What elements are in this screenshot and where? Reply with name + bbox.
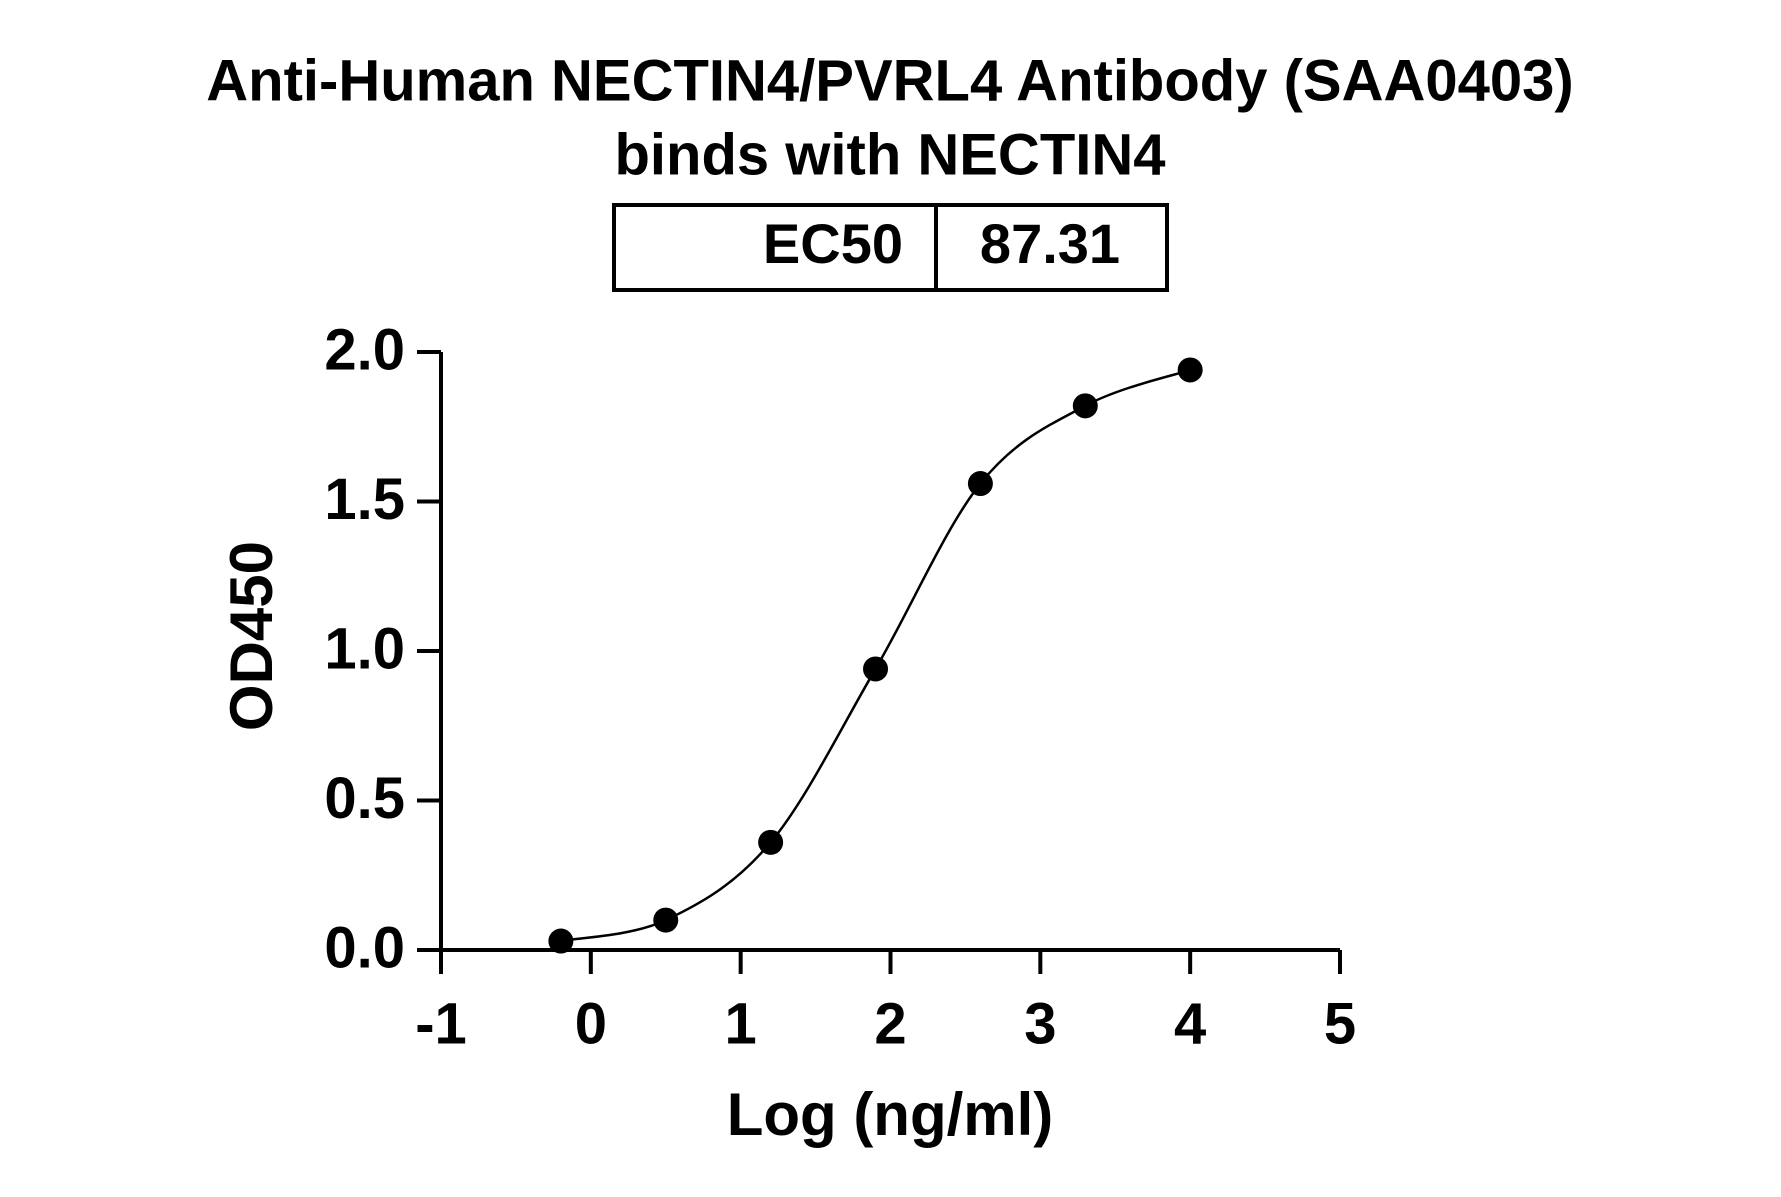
x-tick-label: 1: [725, 991, 757, 1056]
x-axis-label: Log (ng/ml): [727, 1081, 1054, 1148]
data-point: [1072, 393, 1098, 419]
data-point: [653, 907, 679, 933]
data-point: [548, 928, 574, 954]
data-point: [967, 471, 993, 497]
y-tick-label: 0.0: [324, 915, 405, 980]
ec50-box: [612, 203, 1169, 292]
y-tick-label: 2.0: [324, 317, 405, 382]
chart-title: binds with NECTIN4: [615, 122, 1166, 187]
data-point: [1177, 357, 1203, 383]
fit-curve: [560, 368, 1191, 943]
x-tick-label: 2: [874, 991, 906, 1056]
y-axis-label: OD450: [218, 541, 285, 731]
x-tick-label: 4: [1174, 991, 1206, 1056]
x-tick-label: 5: [1324, 991, 1356, 1056]
ec50-value: 87.31: [980, 212, 1120, 275]
data-point: [758, 829, 784, 855]
x-tick-label: -1: [415, 991, 467, 1056]
ec50-label: EC50: [763, 212, 903, 275]
x-tick-label: 0: [575, 991, 607, 1056]
y-tick-label: 0.5: [324, 766, 405, 831]
chart-title: Anti-Human NECTIN4/PVRL4 Antibody (SAA04…: [206, 48, 1573, 113]
x-tick-label: 3: [1024, 991, 1056, 1056]
y-tick-label: 1.5: [324, 467, 405, 532]
y-tick-label: 1.0: [324, 616, 405, 681]
data-point: [863, 656, 889, 682]
